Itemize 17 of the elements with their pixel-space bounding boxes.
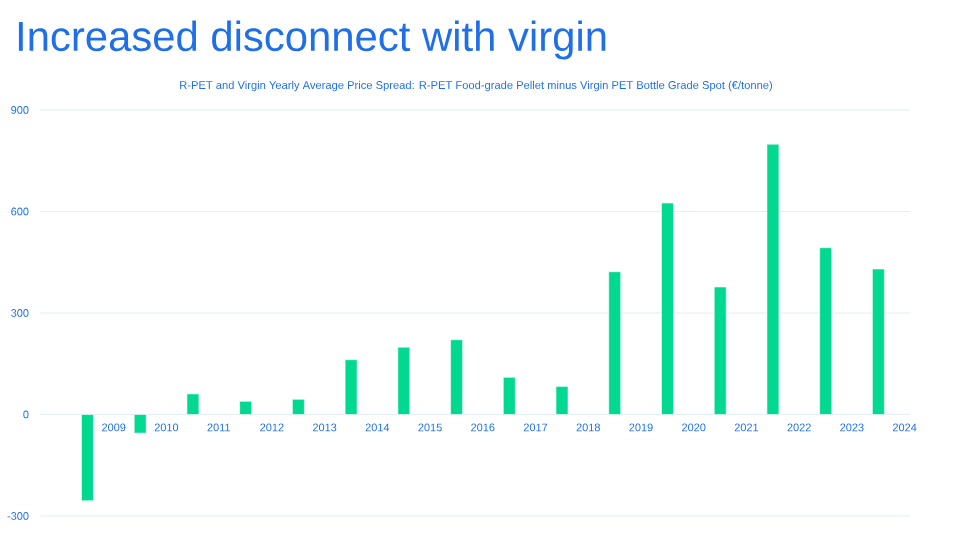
bar (555, 386, 569, 415)
bar (239, 401, 252, 415)
bar (186, 393, 200, 415)
chart-title: Increased disconnect with virgin (18, 20, 606, 60)
bar (713, 286, 727, 415)
bar (450, 339, 463, 415)
bar (81, 414, 94, 502)
bar (766, 143, 780, 415)
bar (133, 414, 147, 434)
bar (819, 247, 832, 415)
bar (502, 376, 516, 415)
bar (292, 398, 305, 415)
bar (608, 271, 622, 415)
bar (661, 202, 674, 415)
bar (872, 268, 885, 415)
bar (344, 359, 358, 415)
bar (397, 346, 411, 415)
